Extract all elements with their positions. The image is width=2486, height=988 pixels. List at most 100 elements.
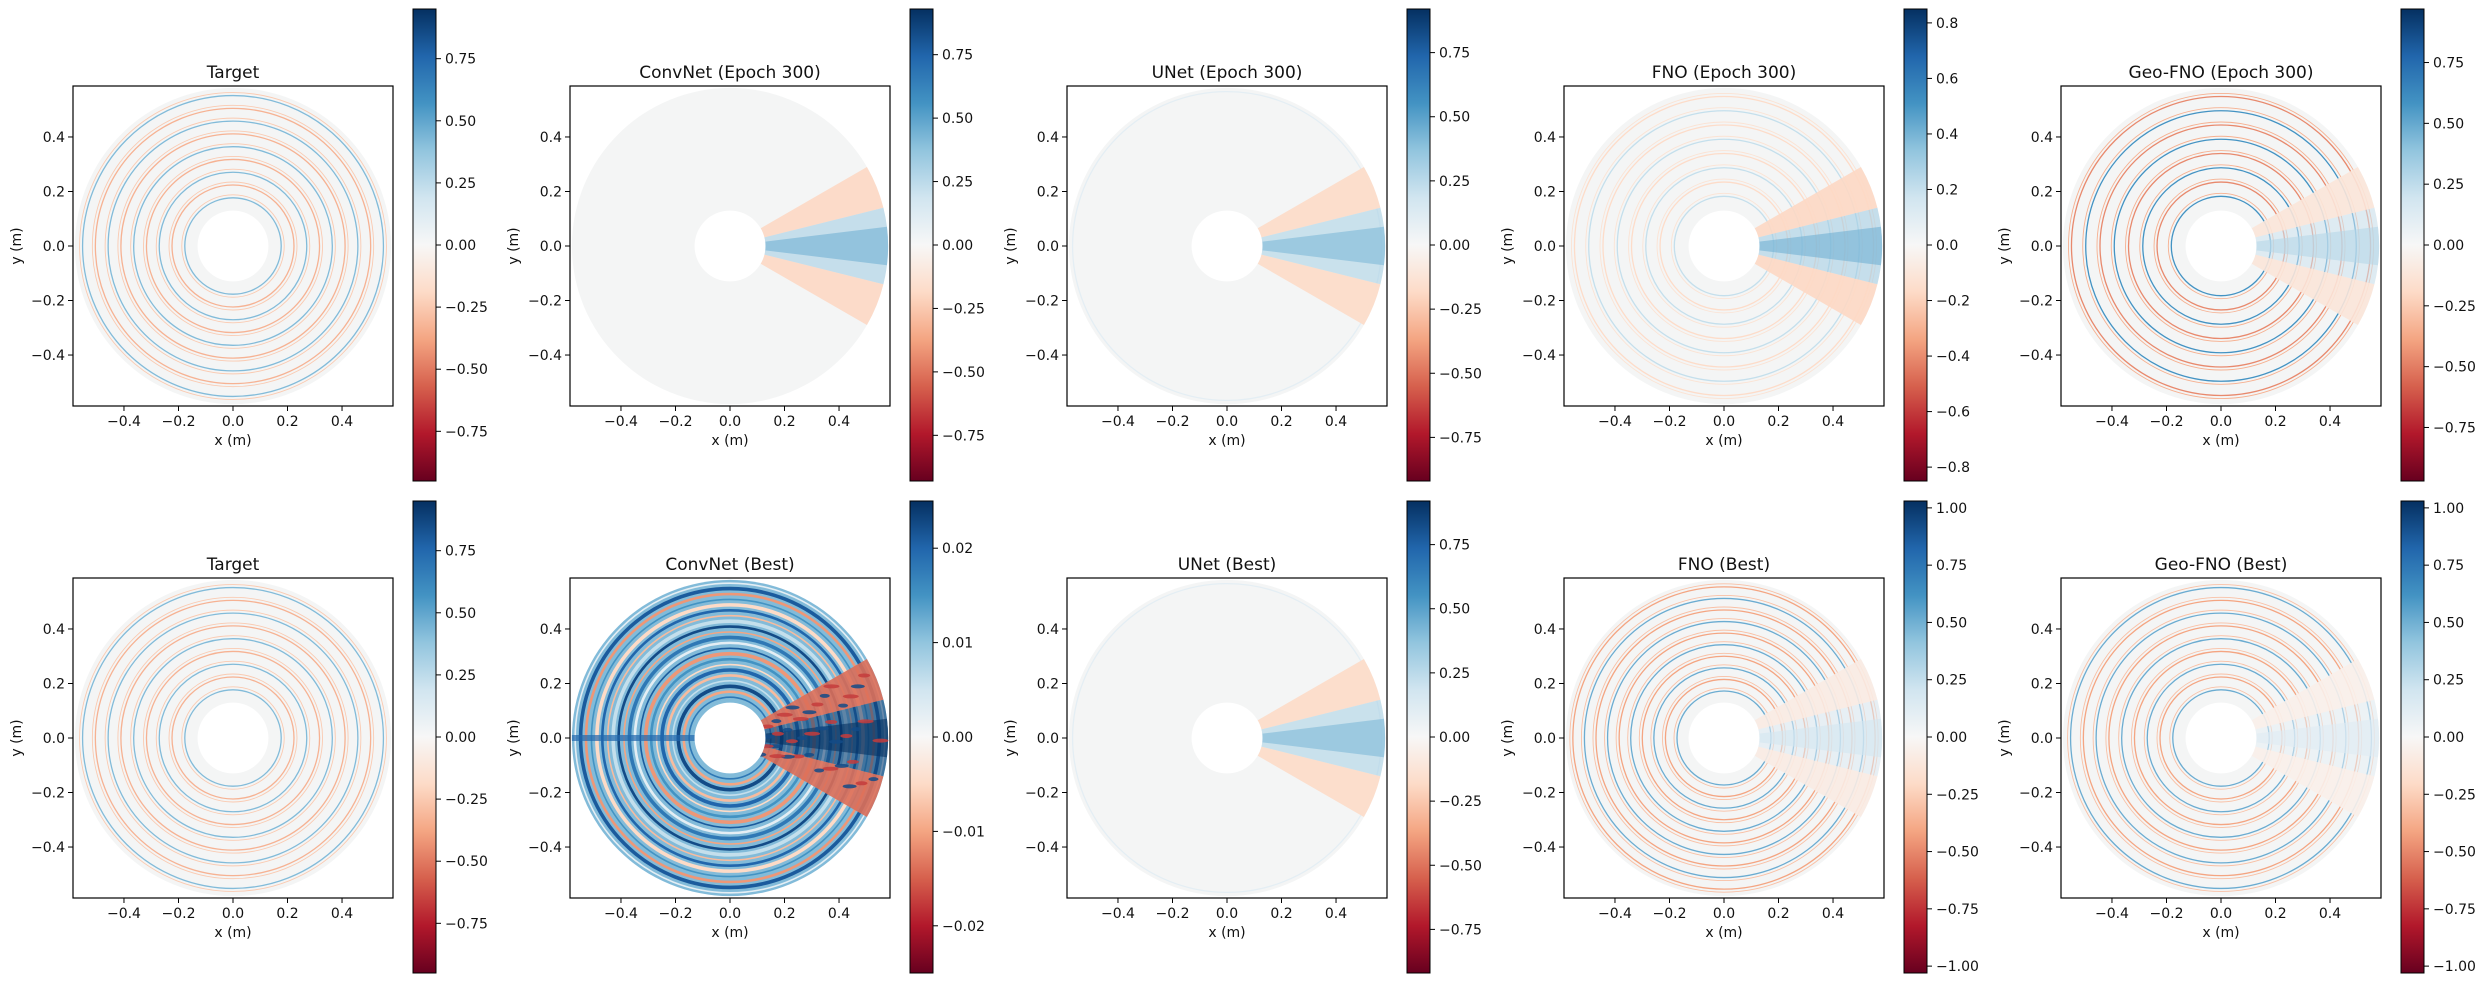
subplot: Target −0.4 −0.2 0.0 0.2 0.4 −0.4 −0.2 0.0 0.2 0.4…	[9, 500, 488, 974]
x-tick-label: −0.2	[1652, 906, 1686, 922]
x-tick-label: 0.4	[2319, 906, 2341, 922]
beam-lobe	[2256, 226, 2380, 266]
field-ring	[107, 120, 359, 372]
field-ring	[145, 650, 321, 826]
noise-blob	[842, 694, 859, 699]
x-tick-label: 0.0	[1216, 414, 1238, 430]
noise-blob	[761, 724, 774, 729]
colorbar-tick-label: 0.25	[1936, 673, 1967, 689]
colorbar-tick-label: −0.50	[1936, 845, 1979, 861]
noise-blob	[792, 717, 809, 722]
y-axis-label: y (m)	[1997, 719, 2013, 756]
subplot-title: UNet (Epoch 300)	[1152, 63, 1303, 83]
y-tick-label: 0.4	[540, 130, 562, 146]
beam-lobe	[1754, 746, 1878, 818]
y-tick-label: 0.0	[1037, 731, 1059, 747]
field-ring	[145, 158, 321, 334]
colorbar-tick-label: 0.0	[1936, 238, 1958, 254]
colorbar-tick-label: 0.00	[1936, 730, 1967, 746]
subplot: FNO (Best) −0.4 −0.2 0.0 0.2 0.4 −0.4 −0.2 0.0 0.…	[1500, 500, 1979, 975]
field-ring	[130, 143, 336, 349]
y-tick-label: 0.0	[1534, 731, 1556, 747]
noise-blob	[822, 766, 839, 771]
x-axis-label: x (m)	[214, 433, 251, 449]
field-ring	[117, 130, 349, 362]
x-tick-label: 0.2	[1767, 414, 1789, 430]
field-map	[2062, 87, 2380, 405]
colorbar: −1.00 −0.75 −0.50 −0.25 0.00 0.25 0.50 0.75 1.00	[1903, 500, 1979, 975]
colorbar-tick-label: 0.25	[2433, 673, 2464, 689]
colorbar-tick-label: −0.6	[1936, 405, 1970, 421]
colorbar-tick-label: −0.8	[1936, 460, 1970, 476]
colorbar-tick-label: −0.50	[445, 854, 488, 870]
colorbar-tick-label: 1.00	[2433, 501, 2464, 517]
beam-lobe	[1754, 254, 1878, 326]
colorbar-tick-label: −1.00	[1936, 959, 1979, 975]
field-ring	[104, 117, 362, 375]
colorbar-tick-label: −0.50	[1439, 858, 1482, 874]
x-tick-label: −0.2	[1652, 414, 1686, 430]
colorbar-gradient	[412, 8, 437, 482]
field-ring	[155, 660, 311, 816]
x-axis-label: x (m)	[711, 925, 748, 941]
colorbar: −0.75 −0.50 −0.25 0.00 0.25 0.50 0.75	[2400, 8, 2476, 482]
y-tick-label: −0.2	[2019, 294, 2053, 310]
beam-lobe	[1257, 658, 1381, 730]
x-tick-label: 0.4	[1325, 906, 1347, 922]
colorbar-tick-label: 0.75	[1439, 46, 1470, 62]
x-tick-label: −0.2	[658, 906, 692, 922]
x-axis-label: x (m)	[711, 433, 748, 449]
field-ring	[171, 184, 295, 308]
subplot-title: Target	[206, 63, 260, 83]
subplot-title: Geo-FNO (Epoch 300)	[2129, 63, 2314, 83]
colorbar-gradient	[909, 500, 934, 974]
y-tick-label: 0.2	[43, 676, 65, 692]
inner-hole	[2185, 702, 2257, 774]
field-ring	[168, 181, 298, 311]
subplot-title: Geo-FNO (Best)	[2155, 555, 2288, 575]
colorbar-tick-label: −0.50	[445, 362, 488, 378]
y-tick-label: 0.0	[540, 731, 562, 747]
inner-hole	[197, 702, 269, 774]
field-ring	[107, 612, 359, 864]
field-ring	[158, 663, 308, 813]
subplot: ConvNet (Best) −0.4 −0.2 0.0 0.2 0.4 −0.4 −0.2 0…	[506, 500, 985, 974]
noise-blob	[819, 693, 830, 698]
colorbar-tick-label: −0.75	[2433, 902, 2476, 918]
colorbar-tick-label: 0.50	[1439, 110, 1470, 126]
inner-hole	[1191, 210, 1263, 282]
subplot: Geo-FNO (Best) −0.4 −0.2 0.0 0.2 0.4 −0.4 −0.2 0…	[1997, 500, 2476, 975]
x-tick-label: −0.4	[107, 414, 141, 430]
x-tick-label: −0.4	[1598, 414, 1632, 430]
noise-blob	[804, 731, 821, 736]
field-ring	[79, 92, 387, 400]
field-ring	[79, 584, 387, 892]
colorbar-tick-label: 0.01	[942, 636, 973, 652]
colorbar-tick-label: 0.75	[445, 52, 476, 68]
colorbar-tick-label: −0.50	[2433, 845, 2476, 861]
x-tick-label: 0.4	[331, 906, 353, 922]
beam-lobe	[1759, 718, 1883, 758]
noise-blob	[842, 784, 857, 789]
colorbar-tick-label: 0.02	[942, 541, 973, 557]
x-tick-label: 0.0	[2210, 906, 2232, 922]
colorbar-tick-label: 0.50	[2433, 116, 2464, 132]
colorbar-tick-label: −0.75	[2433, 420, 2476, 436]
y-tick-label: 0.2	[2031, 676, 2053, 692]
y-tick-label: 0.2	[2031, 184, 2053, 200]
x-tick-label: 0.0	[222, 414, 244, 430]
noise-blob	[785, 739, 798, 744]
y-tick-label: 0.4	[1037, 130, 1059, 146]
x-tick-label: 0.0	[2210, 414, 2232, 430]
field-ring	[104, 609, 362, 867]
x-tick-label: −0.4	[604, 414, 638, 430]
noise-blob	[829, 739, 844, 744]
y-tick-label: −0.4	[1522, 348, 1556, 364]
colorbar-tick-label: 0.25	[445, 668, 476, 684]
colorbar-tick-label: 0.50	[1439, 602, 1470, 618]
colorbar-tick-label: −0.75	[1439, 430, 1482, 446]
x-tick-label: −0.4	[2095, 906, 2129, 922]
beam-lobe	[1759, 226, 1883, 266]
colorbar-tick-label: −0.25	[2433, 299, 2476, 315]
colorbar-tick-label: 0.4	[1936, 127, 1958, 143]
